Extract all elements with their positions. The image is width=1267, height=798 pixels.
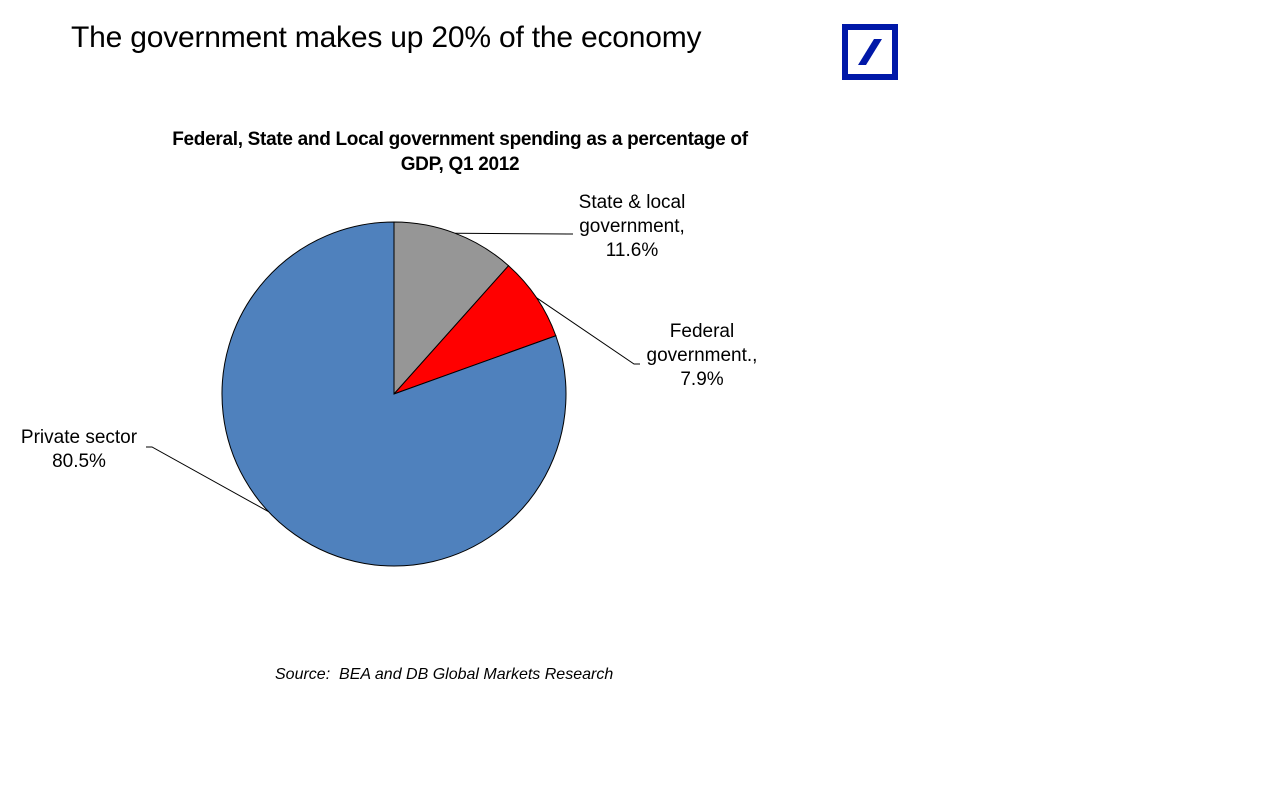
source-note: Source: BEA and DB Global Markets Resear… — [275, 666, 614, 683]
slice-label-private: Private sector 80.5% — [8, 426, 150, 474]
slice-label-state-local-line-2: government, — [579, 216, 685, 237]
slice-label-federal: Federal government., 7.9% — [636, 320, 768, 392]
leader-line-federal — [536, 297, 640, 365]
chart-title-line-2: GDP, Q1 2012 — [400, 154, 520, 175]
deutsche-bank-logo-icon — [842, 24, 898, 80]
slice-label-federal-line-2: government., — [646, 345, 758, 366]
leader-line-private — [146, 446, 269, 513]
chart-title-line-1: Federal, State and Local government spen… — [172, 129, 748, 150]
slide-title: The government makes up 20% of the econo… — [71, 21, 702, 54]
slice-value-state-local: 11.6% — [605, 240, 659, 261]
slice-label-state-local-line-1: State & local — [578, 192, 686, 213]
pie-slices — [221, 221, 567, 567]
leader-lines — [146, 232, 640, 513]
leader-line-state-local — [455, 232, 573, 235]
slice-label-federal-line-1: Federal — [669, 321, 735, 342]
slice-value-private: 80.5% — [52, 451, 106, 472]
slice-label-private-line-1: Private sector — [20, 427, 138, 448]
chart-title: Federal, State and Local government spen… — [110, 127, 810, 177]
pie-slice-private — [221, 221, 567, 567]
slice-value-federal: 7.9% — [680, 369, 724, 390]
slice-label-state-local: State & local government, 11.6% — [566, 191, 698, 263]
